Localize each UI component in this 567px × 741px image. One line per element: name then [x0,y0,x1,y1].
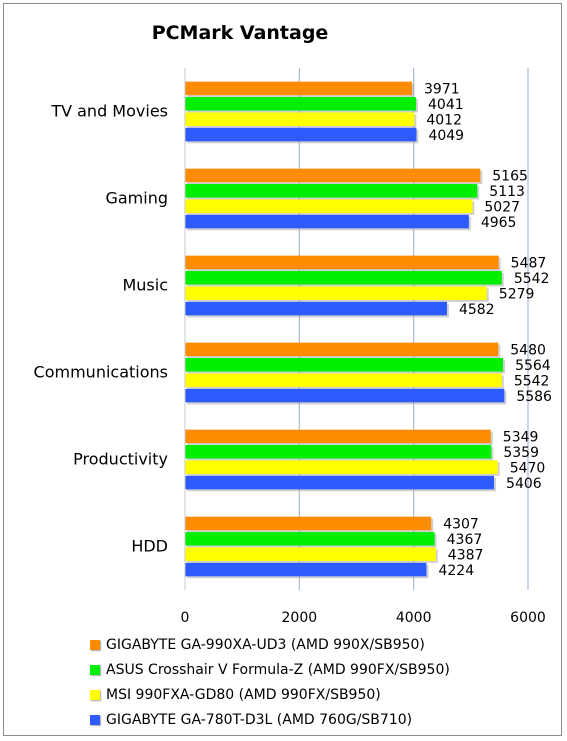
bar [185,475,495,490]
bar [185,286,487,300]
data-label: 5564 [515,358,551,374]
data-label: 4387 [448,547,484,563]
data-label: 4049 [428,128,464,144]
data-label: 5406 [506,476,542,492]
data-label: 5480 [510,343,546,359]
data-label: 5279 [499,286,535,302]
bar [185,301,447,316]
legend-swatch [90,714,100,725]
category-label: HDD [131,537,168,556]
bar [185,127,417,142]
legend-item: GIGABYTE GA-780T-D3L (AMD 760G/SB710) [90,707,450,732]
bar [185,168,481,183]
legend-swatch [90,689,100,700]
legend-item: GIGABYTE GA-990XA-UD3 (AMD 990X/SB950) [90,632,450,657]
bar [185,214,469,229]
legend-label: ASUS Crosshair V Formula-Z (AMD 990FX/SB… [106,661,450,678]
bar [185,460,498,474]
data-label: 5470 [510,460,546,476]
x-tick-label: 2000 [282,610,318,626]
bar [185,271,502,285]
data-label: 5542 [514,271,550,287]
legend-label: GIGABYTE GA-990XA-UD3 (AMD 990X/SB950) [106,636,425,653]
category-label: Music [122,276,168,295]
data-label: 5165 [492,169,528,185]
bar [185,562,427,577]
bar [185,516,432,531]
legend-item: MSI 990FXA-GD80 (AMD 990FX/SB950) [90,682,450,707]
data-label: 4582 [459,302,495,318]
chart-title: PCMark Vantage [151,22,329,44]
data-label: 5349 [503,430,539,446]
legend-label: GIGABYTE GA-780T-D3L (AMD 760G/SB710) [106,711,413,728]
bar [185,547,436,561]
bar [185,199,473,213]
bar [185,342,499,357]
data-label: 4367 [447,532,483,548]
bar [185,184,478,198]
data-label: 3971 [424,82,460,98]
bar [185,112,415,126]
legend: GIGABYTE GA-990XA-UD3 (AMD 990X/SB950) AS… [90,632,450,732]
data-label: 5027 [484,199,520,215]
x-tick-label: 0 [181,610,190,626]
category-label: Communications [34,363,168,382]
bar [185,388,505,403]
bar [185,532,435,546]
data-label: 5542 [514,373,550,389]
legend-swatch [90,664,100,675]
legend-swatch [90,639,100,650]
data-label: 4041 [428,97,464,113]
data-label: 4965 [481,215,517,231]
bar [185,255,499,270]
data-label: 5359 [503,445,539,461]
bar [185,97,417,111]
data-label: 5487 [511,256,547,272]
legend-label: MSI 990FXA-GD80 (AMD 990FX/SB950) [106,686,381,703]
bar [185,81,413,96]
bar [185,429,491,444]
data-label: 4224 [438,563,474,579]
category-label: Productivity [73,450,168,469]
bar [185,445,492,459]
category-label: TV and Movies [50,102,168,121]
data-label: 4307 [443,517,479,533]
data-label: 5586 [516,389,552,405]
legend-item: ASUS Crosshair V Formula-Z (AMD 990FX/SB… [90,657,450,682]
x-tick-label: 6000 [510,610,546,626]
x-tick-label: 4000 [396,610,432,626]
bar [185,373,502,387]
bar [185,358,504,372]
data-label: 5113 [489,184,525,200]
category-label: Gaming [105,189,168,208]
data-label: 4012 [426,112,462,128]
